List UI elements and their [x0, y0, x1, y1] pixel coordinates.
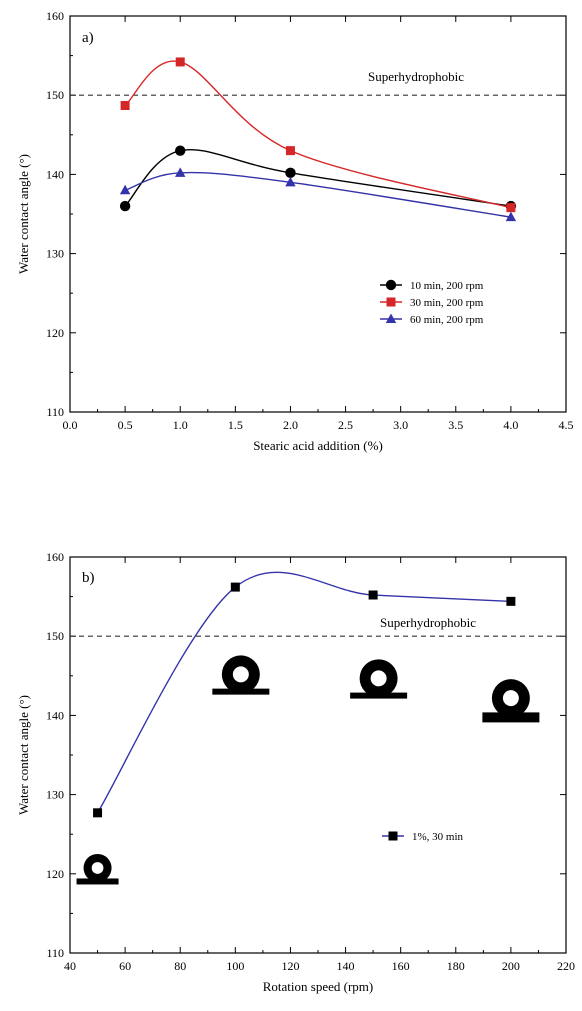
x-tick-label: 220: [557, 959, 575, 973]
y-tick-label: 130: [46, 247, 64, 261]
x-tick-label: 140: [337, 959, 355, 973]
substrate-bar: [350, 692, 408, 699]
x-tick-label: 160: [392, 959, 410, 973]
plot-frame: [69, 556, 567, 954]
x-tick-label: 0.5: [118, 418, 133, 432]
legend-marker: [386, 297, 396, 307]
y-axis-label: Water contact angle (°): [16, 154, 31, 274]
data-point: [506, 596, 516, 606]
data-point: [120, 100, 130, 110]
chart-panel-a: 0.0 0.5 1.0 1.5 2.0 2.5 3.0 3.5 4.0 4.5 110 120 130 1…: [16, 9, 574, 453]
x-tick-label: 2.0: [283, 418, 298, 432]
y-tick-label: 140: [46, 708, 64, 722]
data-point: [368, 590, 378, 600]
y-tick-label: 130: [46, 788, 64, 802]
x-tick-label: 1.5: [228, 418, 243, 432]
series-line: [96, 571, 511, 814]
x-tick-label: 1.0: [173, 418, 188, 432]
superhydrophobic-label: Superhydrophobic: [368, 69, 464, 84]
x-axis-label: Stearic acid addition (%): [253, 438, 383, 453]
data-point: [285, 176, 296, 187]
series-line: [124, 171, 511, 218]
legend: 1%, 30 min: [382, 831, 464, 843]
x-tick-label: 0.0: [63, 418, 78, 432]
x-tick-label: 40: [64, 959, 76, 973]
data-point: [175, 57, 185, 67]
y-tick-label: 120: [46, 326, 64, 340]
droplet-icon: [76, 853, 119, 885]
substrate-bar: [76, 878, 119, 885]
droplet-inner: [502, 690, 519, 707]
series-1: [120, 57, 516, 213]
legend-entry: 1%, 30 min: [412, 831, 464, 843]
y-tick-label: 160: [46, 550, 64, 564]
droplet-inner: [370, 670, 387, 687]
panel-label: a): [82, 30, 94, 46]
data-point: [285, 146, 295, 156]
data-point: [505, 211, 517, 222]
x-tick-label: 180: [447, 959, 465, 973]
x-tick-label: 3.5: [448, 418, 463, 432]
data-point: [230, 582, 240, 592]
data-point: [119, 200, 131, 212]
y-tick-label: 110: [46, 946, 64, 960]
y-axis-label: Water contact angle (°): [16, 695, 31, 815]
legend-marker: [385, 279, 397, 291]
x-tick-label: 2.5: [338, 418, 353, 432]
series-line: [124, 148, 511, 207]
droplet-icon: [482, 679, 540, 723]
x-tick-label: 100: [226, 959, 244, 973]
x-tick-label: 120: [281, 959, 299, 973]
superhydrophobic-label: Superhydrophobic: [380, 615, 476, 630]
series-line: [124, 60, 512, 209]
x-tick-label: 200: [502, 959, 520, 973]
data-point: [93, 808, 103, 818]
data-point: [506, 203, 516, 213]
x-tick-label: 3.0: [393, 418, 408, 432]
substrate-bar: [482, 712, 540, 723]
droplet-icon: [350, 659, 408, 699]
y-tick-label: 120: [46, 867, 64, 881]
data-point: [175, 145, 186, 156]
y-tick-label: 150: [46, 88, 64, 102]
legend-entry: 30 min, 200 rpm: [410, 297, 484, 309]
droplet-inner: [232, 666, 249, 683]
series-0: [93, 571, 516, 818]
data-point: [119, 184, 131, 195]
panel-label: b): [82, 570, 95, 586]
droplet-inner: [91, 862, 104, 874]
legend-entry: 60 min, 200 rpm: [410, 314, 484, 326]
y-tick-label: 110: [46, 405, 64, 419]
series-2: [119, 167, 517, 222]
substrate-bar: [212, 688, 270, 695]
y-tick-label: 150: [46, 629, 64, 643]
legend-marker: [388, 831, 398, 841]
y-tick-label: 160: [46, 9, 64, 23]
droplet-icon: [212, 655, 270, 695]
x-tick-label: 4.0: [503, 418, 518, 432]
x-tick-label: 4.5: [559, 418, 574, 432]
x-tick-label: 60: [119, 959, 131, 973]
x-axis-label: Rotation speed (rpm): [263, 979, 373, 994]
data-point: [285, 167, 296, 179]
legend-marker: [385, 313, 397, 323]
chart-panel-b: 40 60 80 100 120 140 160 180 200 220 110 120 130 140 1…: [16, 550, 575, 994]
legend: 10 min, 200 rpm 30 min, 200 rpm 60 min, 20…: [380, 279, 484, 326]
y-tick-label: 140: [46, 167, 64, 181]
data-point: [175, 167, 186, 177]
series-0: [119, 145, 517, 212]
x-tick-label: 80: [174, 959, 186, 973]
legend-entry: 10 min, 200 rpm: [410, 280, 484, 292]
